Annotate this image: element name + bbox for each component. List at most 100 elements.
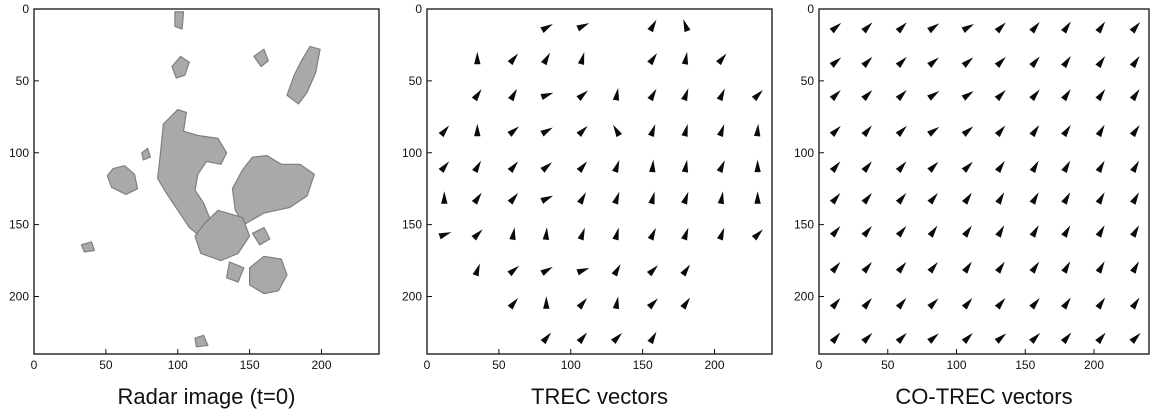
vector-arrow [754, 191, 761, 204]
vector-arrow [751, 89, 763, 102]
vector-arrow [995, 160, 1005, 174]
vector-arrow [540, 23, 553, 33]
vector-arrow [995, 261, 1005, 274]
vector-arrow [1095, 192, 1105, 205]
vector-arrow [649, 159, 656, 173]
plot-area [438, 19, 763, 345]
vector-arrow [994, 125, 1006, 138]
vector-arrow [1061, 261, 1071, 274]
vector-arrow [508, 88, 518, 102]
vector-arrow [927, 23, 940, 34]
vector-arrow [895, 226, 907, 238]
vector-arrow [927, 193, 938, 205]
vector-arrow [1095, 56, 1106, 69]
vector-arrow [612, 191, 620, 205]
vector-arrow [829, 262, 841, 274]
vector-arrow [1095, 261, 1105, 274]
x-tick-label: 100 [168, 358, 188, 372]
vector-arrow [540, 127, 553, 137]
vector-arrow [962, 192, 972, 205]
vector-arrow [1029, 56, 1040, 69]
vector-arrow [895, 193, 907, 205]
vector-arrow [576, 332, 588, 345]
vector-arrow [829, 57, 842, 68]
vector-arrow [961, 126, 974, 137]
vector-arrow [1095, 332, 1106, 345]
vector-arrow [927, 298, 939, 310]
vector-arrow [438, 161, 450, 173]
vector-arrow [829, 297, 841, 310]
vector-arrow [927, 90, 940, 101]
vector-arrow [507, 265, 520, 277]
panel-3: 0 50 100 150 200 0 50 100 150 200 CO-TREC vectors [794, 2, 1150, 409]
vector-arrow [895, 297, 907, 310]
vector-arrow [1095, 225, 1105, 238]
vector-arrow [829, 89, 841, 102]
panel-1: 0 50 100 150 200 0 50 100 150 200 Radar image (t=0… [9, 2, 380, 409]
vector-arrow [895, 22, 907, 34]
vector-arrow [507, 193, 519, 205]
y-tick-label: 50 [409, 74, 423, 88]
vector-arrow [754, 159, 761, 173]
x-tick-label: 50 [492, 358, 506, 372]
vector-arrow [471, 89, 482, 102]
vector-arrow [829, 161, 841, 173]
vector-arrow [681, 227, 689, 241]
vector-arrow [861, 297, 872, 310]
vector-arrow [681, 159, 689, 173]
vector-arrow [1129, 56, 1140, 69]
vector-arrow [1029, 332, 1041, 344]
x-tick-label: 100 [946, 358, 966, 372]
vector-arrow [541, 52, 551, 66]
vector-arrow [829, 193, 841, 205]
vector-arrow [472, 160, 482, 174]
vector-arrow [1029, 192, 1039, 205]
y-tick-label: 0 [807, 2, 814, 16]
vector-arrow [1129, 125, 1140, 138]
echo-region [194, 334, 209, 348]
vector-arrow [613, 124, 623, 138]
echo-region [171, 55, 190, 79]
x-tick-label: 200 [704, 358, 724, 372]
y-tick-label: 100 [9, 146, 29, 160]
vector-arrow [1130, 192, 1140, 205]
panel-title: Radar image (t=0) [118, 384, 296, 409]
vector-arrow [647, 124, 656, 137]
vector-arrow [961, 332, 973, 344]
vector-arrow [1029, 225, 1039, 238]
vector-arrow [861, 226, 872, 238]
vector-arrow [861, 125, 872, 138]
y-tick-label: 100 [402, 146, 422, 160]
vector-arrow [681, 191, 689, 205]
vector-arrow [1061, 125, 1071, 138]
vector-arrow [1061, 89, 1071, 102]
y-tick-label: 50 [16, 74, 30, 88]
vector-arrow [612, 87, 620, 101]
vector-arrow [1061, 192, 1071, 205]
vector-arrow [994, 22, 1006, 34]
vector-arrow [681, 123, 688, 137]
vector-arrow [962, 261, 972, 274]
vector-arrow [441, 191, 448, 204]
vector-arrow [507, 53, 519, 66]
vector-arrow [895, 125, 907, 137]
plot-area [80, 11, 321, 348]
vector-arrow [961, 57, 974, 68]
vector-arrow [1129, 21, 1141, 34]
panel-2: 0 50 100 150 200 0 50 100 150 200 TREC vectors [402, 2, 773, 409]
vector-arrow [1061, 56, 1071, 69]
vector-arrow [995, 225, 1005, 238]
vector-arrow [683, 19, 691, 33]
vector-arrow [994, 89, 1006, 102]
vector-arrow [540, 195, 554, 204]
vector-arrow [895, 56, 907, 68]
x-tick-label: 50 [99, 358, 113, 372]
vector-arrow [1061, 160, 1071, 174]
panel-title: TREC vectors [531, 384, 668, 409]
echo-region [80, 241, 96, 253]
vector-arrow [927, 57, 939, 68]
vector-arrow [1095, 160, 1105, 174]
echo-region [194, 209, 251, 262]
vector-arrow [1060, 332, 1072, 345]
vector-arrow [471, 229, 483, 241]
